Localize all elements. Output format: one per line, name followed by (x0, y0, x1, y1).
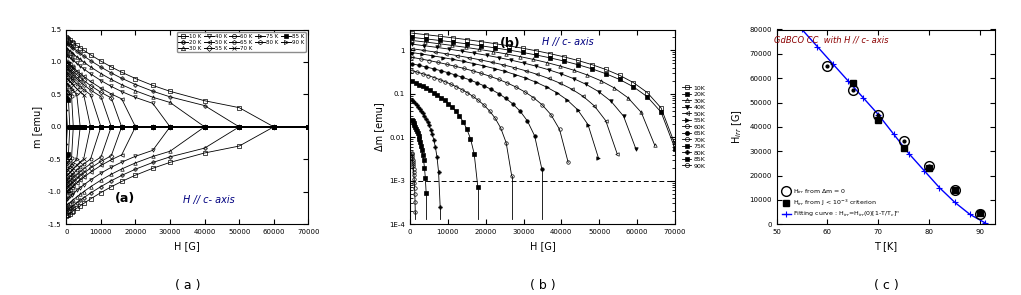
H$_{irr}$ from Δm = 0 (974, 213, 986, 216)
Y-axis label: m [emu]: m [emu] (33, 106, 42, 148)
Text: ( a ): ( a ) (175, 279, 200, 292)
Text: (b): (b) (500, 37, 521, 50)
H$_{irr}$ from Δm = 0 (821, 64, 833, 68)
X-axis label: T [K]: T [K] (874, 241, 897, 251)
Fitting curve : H$_{irr}$=H$_{irr}$(0)[1-T/T$_c$]$^n$: (67, 5.2e+04): H$_{irr}$=H$_{irr}$(0)[1-T/T$_c$]$^n$: (… (857, 96, 869, 99)
H$_{irr}$ from Δm = 0 (846, 88, 859, 92)
H$_{irr}$ from J < 10$^{-3}$ criterion (897, 146, 910, 149)
X-axis label: H [G]: H [G] (175, 241, 200, 251)
H$_{irr}$ from J < 10$^{-3}$ criterion (923, 166, 935, 170)
Line: Fitting curve : H$_{irr}$=H$_{irr}$(0)[1-T/T$_c$]$^n$: Fitting curve : H$_{irr}$=H$_{irr}$(0)[1… (799, 27, 988, 226)
H$_{irr}$ from Δm = 0 (923, 164, 935, 168)
Fitting curve : H$_{irr}$=H$_{irr}$(0)[1-T/T$_c$]$^n$: (64, 5.9e+04): H$_{irr}$=H$_{irr}$(0)[1-T/T$_c$]$^n$: (… (841, 79, 854, 82)
Text: (a): (a) (114, 192, 135, 205)
Y-axis label: H$_{irr}$ [G]: H$_{irr}$ [G] (730, 109, 743, 144)
Legend: 10K, 20K, 30K, 40K, 50K, 55K, 60K, 65K, 70K, 75K, 80K, 85K, 90K: 10K, 20K, 30K, 40K, 50K, 55K, 60K, 65K, … (681, 84, 707, 170)
Text: H // c- axis: H // c- axis (542, 37, 594, 47)
Fitting curve : H$_{irr}$=H$_{irr}$(0)[1-T/T$_c$]$^n$: (91, 500): H$_{irr}$=H$_{irr}$(0)[1-T/T$_c$]$^n$: (… (979, 221, 991, 225)
Fitting curve : H$_{irr}$=H$_{irr}$(0)[1-T/T$_c$]$^n$: (61, 6.6e+04): H$_{irr}$=H$_{irr}$(0)[1-T/T$_c$]$^n$: (… (826, 62, 838, 65)
Fitting curve : H$_{irr}$=H$_{irr}$(0)[1-T/T$_c$]$^n$: (70, 4.5e+04): H$_{irr}$=H$_{irr}$(0)[1-T/T$_c$]$^n$: (… (872, 113, 884, 117)
Fitting curve : H$_{irr}$=H$_{irr}$(0)[1-T/T$_c$]$^n$: (55, 8e+04): H$_{irr}$=H$_{irr}$(0)[1-T/T$_c$]$^n$: (… (796, 28, 809, 31)
Legend: H$_{irr}$ from Δm = 0, H$_{irr}$ from J < 10$^{-3}$ criterion, Fitting curve : H: H$_{irr}$ from Δm = 0, H$_{irr}$ from J … (780, 185, 902, 221)
Line: H$_{irr}$ from Δm = 0: H$_{irr}$ from Δm = 0 (823, 61, 985, 219)
Text: H // c- axis: H // c- axis (183, 195, 234, 205)
Fitting curve : H$_{irr}$=H$_{irr}$(0)[1-T/T$_c$]$^n$: (85, 9e+03): H$_{irr}$=H$_{irr}$(0)[1-T/T$_c$]$^n$: (… (949, 201, 961, 204)
H$_{irr}$ from J < 10$^{-3}$ criterion (846, 81, 859, 85)
H$_{irr}$ from Δm = 0 (949, 189, 961, 192)
X-axis label: H [G]: H [G] (530, 241, 555, 251)
Fitting curve : H$_{irr}$=H$_{irr}$(0)[1-T/T$_c$]$^n$: (79, 2.2e+04): H$_{irr}$=H$_{irr}$(0)[1-T/T$_c$]$^n$: (… (918, 169, 930, 172)
Fitting curve : H$_{irr}$=H$_{irr}$(0)[1-T/T$_c$]$^n$: (88, 4e+03): H$_{irr}$=H$_{irr}$(0)[1-T/T$_c$]$^n$: (… (964, 213, 976, 216)
Text: ( b ): ( b ) (530, 279, 555, 292)
Text: GdBCO CC  with H // c- axis: GdBCO CC with H // c- axis (774, 35, 888, 44)
Fitting curve : H$_{irr}$=H$_{irr}$(0)[1-T/T$_c$]$^n$: (73, 3.7e+04): H$_{irr}$=H$_{irr}$(0)[1-T/T$_c$]$^n$: (… (887, 132, 900, 136)
H$_{irr}$ from J < 10$^{-3}$ criterion (949, 189, 961, 192)
Text: ( c ): ( c ) (874, 279, 898, 292)
Y-axis label: Δm [emu]: Δm [emu] (374, 102, 384, 151)
Fitting curve : H$_{irr}$=H$_{irr}$(0)[1-T/T$_c$]$^n$: (76, 2.9e+04): H$_{irr}$=H$_{irr}$(0)[1-T/T$_c$]$^n$: (… (903, 152, 915, 155)
Fitting curve : H$_{irr}$=H$_{irr}$(0)[1-T/T$_c$]$^n$: (58, 7.3e+04): H$_{irr}$=H$_{irr}$(0)[1-T/T$_c$]$^n$: (… (811, 45, 823, 48)
H$_{irr}$ from Δm = 0 (872, 113, 884, 117)
Fitting curve : H$_{irr}$=H$_{irr}$(0)[1-T/T$_c$]$^n$: (82, 1.5e+04): H$_{irr}$=H$_{irr}$(0)[1-T/T$_c$]$^n$: (… (933, 186, 945, 189)
Legend: 10 K, 20 K, 30 K, 40 K, 50 K, 55 K, 60 K, 65 K, 70 K, 75 K, 80 K, 85 K, 90 K: 10 K, 20 K, 30 K, 40 K, 50 K, 55 K, 60 K… (177, 32, 305, 52)
H$_{irr}$ from J < 10$^{-3}$ criterion (974, 212, 986, 215)
Line: H$_{irr}$ from J < 10$^{-3}$ criterion: H$_{irr}$ from J < 10$^{-3}$ criterion (849, 80, 983, 217)
H$_{irr}$ from J < 10$^{-3}$ criterion (872, 118, 884, 121)
H$_{irr}$ from Δm = 0 (897, 140, 910, 143)
